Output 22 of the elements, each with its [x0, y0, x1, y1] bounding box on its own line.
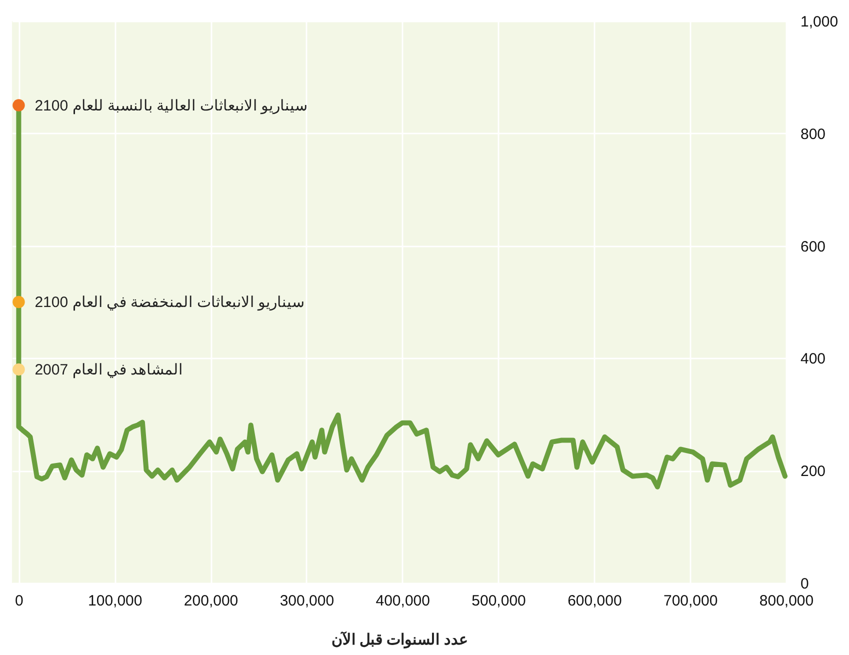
x-tick-label: 500,000 [472, 592, 526, 610]
x-tick-label: 200,000 [184, 592, 238, 610]
y-tick-label: 800 [800, 126, 826, 143]
x-tick-label: 700,000 [663, 592, 718, 610]
annotation: المشاهد في العام 2007 [34, 361, 183, 378]
x-tick-label: 400,000 [376, 592, 430, 610]
x-tick-label: 300,000 [280, 592, 334, 610]
y-tick-label: 1,000 [800, 14, 838, 30]
point [12, 296, 25, 308]
x-tick-label: 600,000 [568, 592, 622, 610]
x-tick-label: 0 [15, 592, 24, 610]
annotation: سيناريو الانبعاثات العالية بالنسبة للعام 2100 [34, 97, 308, 114]
y-tick-label: 200 [800, 463, 826, 480]
y-tick-label: 600 [800, 238, 826, 256]
point [12, 363, 25, 376]
x-tick-label: 800,000 [759, 592, 814, 610]
x-tick-label: 100,000 [88, 592, 142, 610]
annotation: سيناريو الانبعاثات المنخفضة في العام 2100 [34, 294, 305, 311]
y-tick-label: 0 [800, 576, 809, 592]
point [12, 99, 25, 112]
y-tick-label: 400 [800, 350, 826, 368]
x-axis-title: عدد السنوات قبل الآن [331, 630, 468, 648]
